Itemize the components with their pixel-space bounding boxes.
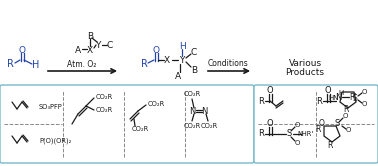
- Text: H: H: [338, 90, 344, 96]
- Text: O: O: [345, 127, 351, 133]
- Text: X: X: [87, 45, 93, 54]
- Text: Atm. O₂: Atm. O₂: [67, 59, 97, 69]
- Text: O: O: [267, 85, 273, 94]
- Text: O: O: [342, 113, 348, 119]
- Text: R: R: [6, 59, 14, 69]
- Text: N: N: [335, 92, 341, 101]
- Text: S: S: [287, 129, 291, 138]
- Text: O: O: [19, 45, 25, 54]
- Text: N: N: [201, 107, 207, 116]
- Text: SO₃PFP: SO₃PFP: [39, 104, 63, 110]
- Text: H: H: [32, 60, 40, 70]
- Text: O: O: [152, 45, 160, 54]
- Text: Y: Y: [179, 55, 185, 65]
- Text: O: O: [294, 122, 300, 128]
- Text: O: O: [267, 119, 273, 127]
- Text: CO₂R: CO₂R: [148, 101, 165, 107]
- Text: A: A: [175, 72, 181, 81]
- Text: O: O: [361, 101, 367, 107]
- Text: C: C: [191, 47, 197, 56]
- Text: CO₂R: CO₂R: [200, 123, 218, 129]
- FancyBboxPatch shape: [254, 85, 378, 163]
- Text: S: S: [335, 119, 339, 127]
- Text: Conditions: Conditions: [208, 58, 248, 68]
- Text: X: X: [164, 55, 170, 65]
- Text: O: O: [325, 85, 331, 94]
- Text: Y: Y: [95, 41, 101, 49]
- Text: Various: Various: [288, 58, 322, 68]
- Text: CO₂R: CO₂R: [132, 126, 149, 132]
- Text: R': R': [349, 92, 357, 101]
- Text: R: R: [316, 96, 322, 106]
- Text: CO₂R: CO₂R: [183, 123, 201, 129]
- Text: R: R: [141, 59, 147, 69]
- Text: O: O: [361, 89, 367, 95]
- Text: CO₂R: CO₂R: [96, 94, 113, 100]
- Text: R: R: [327, 140, 333, 150]
- Text: CO₂R: CO₂R: [96, 107, 113, 113]
- Text: HN: HN: [329, 95, 339, 101]
- Text: P(O)(OR)₂: P(O)(OR)₂: [39, 138, 71, 144]
- Text: R: R: [315, 125, 321, 134]
- Text: O: O: [319, 120, 325, 128]
- Text: B: B: [191, 66, 197, 75]
- Text: Products: Products: [285, 68, 324, 77]
- Text: R: R: [258, 129, 264, 138]
- FancyBboxPatch shape: [0, 85, 254, 163]
- Text: N: N: [189, 107, 195, 116]
- Text: A: A: [75, 45, 81, 54]
- Text: O: O: [294, 140, 300, 146]
- Text: H: H: [179, 42, 185, 50]
- Text: C: C: [107, 41, 113, 49]
- Text: R: R: [258, 96, 264, 106]
- Text: CO₂R: CO₂R: [183, 91, 201, 97]
- Text: R: R: [343, 106, 349, 115]
- Text: NHR': NHR': [297, 131, 313, 137]
- Text: S: S: [353, 93, 357, 102]
- Text: B: B: [87, 32, 93, 41]
